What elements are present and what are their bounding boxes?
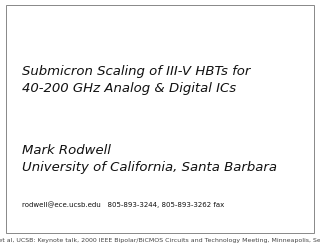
Text: Mark Rodwell
University of California, Santa Barbara: Mark Rodwell University of California, S… <box>22 144 277 174</box>
Text: Rodwell et al, UCSB: Keynote talk, 2000 IEEE Bipolar/BiCMOS Circuits and Technol: Rodwell et al, UCSB: Keynote talk, 2000 … <box>0 238 320 243</box>
Text: rodwell@ece.ucsb.edu   805-893-3244, 805-893-3262 fax: rodwell@ece.ucsb.edu 805-893-3244, 805-8… <box>22 201 225 208</box>
Text: Submicron Scaling of III-V HBTs for
40-200 GHz Analog & Digital ICs: Submicron Scaling of III-V HBTs for 40-2… <box>22 65 251 95</box>
